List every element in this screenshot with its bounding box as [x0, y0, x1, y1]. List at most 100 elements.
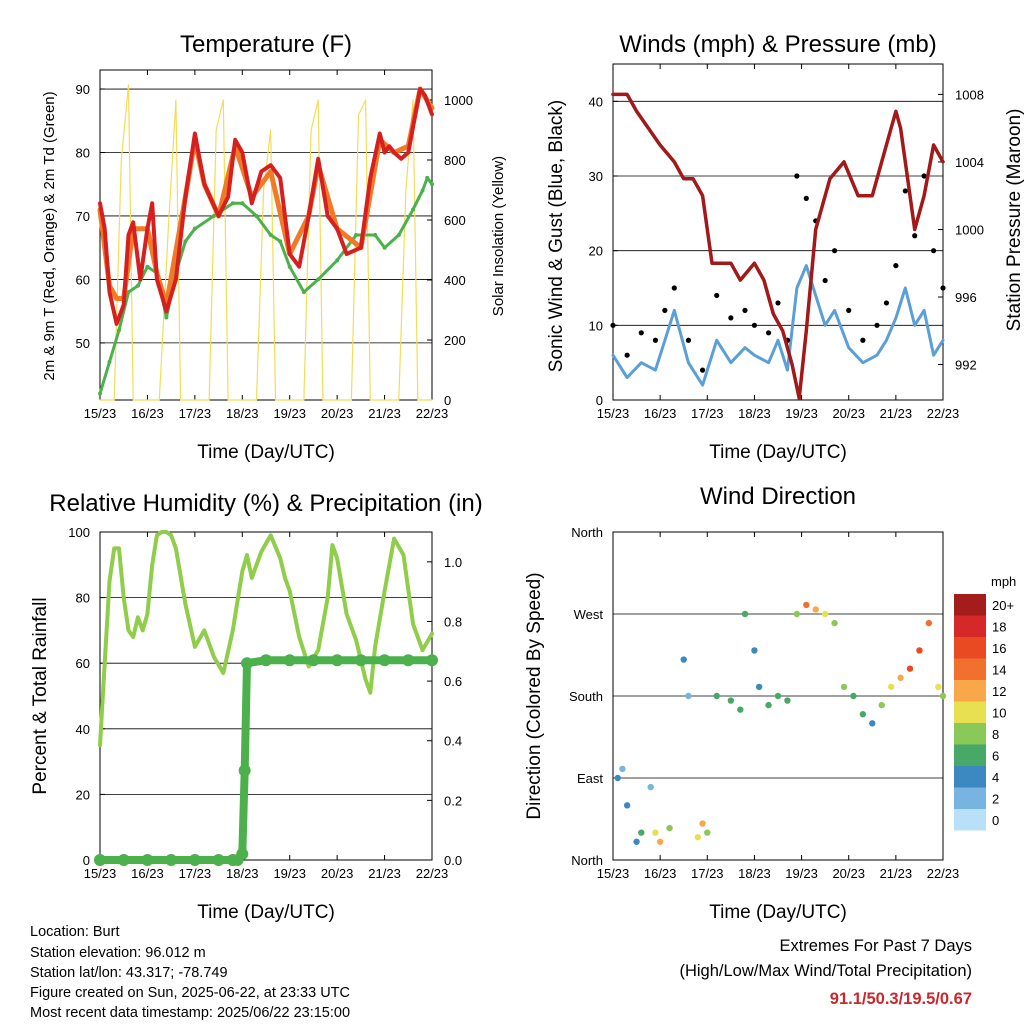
direction-point	[727, 697, 735, 704]
y2-tick-label: 1.0	[444, 555, 462, 570]
precip-point	[212, 854, 225, 866]
y2-tick-label: 200	[444, 333, 466, 348]
humidity-title: Relative Humidity (%) & Precipitation (i…	[49, 490, 482, 517]
dewpoint-point	[254, 213, 259, 218]
direction-point	[699, 820, 706, 827]
dewpoint-point	[354, 233, 359, 237]
gust-point	[624, 352, 630, 358]
x-tick-label: 18/23	[738, 866, 771, 881]
dewpoint-point	[116, 328, 121, 333]
legend-label: 18	[992, 619, 1006, 634]
gust-point	[846, 307, 852, 313]
temperature-y2label: Solar Insolation (Yellow)	[490, 156, 507, 316]
direction-point	[713, 692, 720, 700]
direction-point	[680, 656, 687, 663]
direction-point	[647, 783, 654, 791]
y-tick-label: 30	[589, 169, 603, 184]
x-tick-label: 15/23	[597, 406, 630, 421]
dewpoint-point	[230, 201, 235, 206]
dewpoint-point	[278, 239, 283, 244]
y-tick-label: South	[569, 689, 603, 704]
x-tick-label: 18/23	[226, 866, 259, 881]
info-created: Figure created on Sun, 2025-06-22, at 23…	[30, 985, 350, 1001]
x-tick-label: 17/23	[179, 406, 212, 421]
legend-swatch	[954, 680, 986, 702]
dewpoint-point	[135, 283, 140, 288]
gust-point	[685, 337, 692, 343]
gust-point	[822, 277, 828, 284]
direction-point	[803, 601, 810, 609]
x-tick-label: 17/23	[179, 866, 212, 881]
precip-point	[378, 654, 391, 667]
x-tick-label: 19/23	[273, 866, 306, 881]
x-tick-label: 20/23	[321, 406, 354, 421]
y2-tick-label: 1000	[444, 93, 473, 108]
humidity-ylabel: Percent & Total Rainfall	[30, 597, 51, 794]
precip-point	[307, 654, 320, 667]
gust-point	[902, 188, 908, 194]
gust-point	[638, 330, 644, 336]
legend-swatch	[954, 615, 986, 637]
direction-point	[906, 665, 914, 672]
precip-point	[283, 654, 296, 667]
direction-panel: Wind Direction Time (Day/UTC) Direction …	[524, 483, 959, 923]
winds-panel: Winds (mph) & Pressure (mb) Time (Day/UT…	[546, 31, 1024, 463]
gust-point	[803, 195, 809, 201]
legend-swatch	[954, 809, 986, 831]
y-tick-label: North	[571, 525, 603, 540]
y2-tick-label: 400	[444, 273, 466, 288]
legend-swatch	[954, 658, 986, 680]
x-tick-label: 16/23	[131, 406, 164, 421]
gust-point	[921, 173, 927, 179]
x-tick-label: 19/23	[785, 406, 818, 421]
legend-label: 4	[992, 770, 999, 785]
precip-point	[117, 854, 130, 866]
temp2m-line	[98, 87, 434, 326]
legend-swatch	[954, 766, 986, 788]
direction-point	[638, 829, 645, 836]
dewpoint-point	[396, 233, 401, 237]
dewpoint-point	[107, 359, 112, 364]
y-tick-label: 40	[589, 94, 603, 109]
direction-point	[633, 838, 640, 845]
precip-point	[260, 654, 272, 667]
direction-point	[774, 692, 782, 700]
direction-point	[916, 647, 923, 654]
direction-point	[755, 683, 763, 691]
y-tick-label: 40	[76, 722, 90, 737]
y-tick-label: 90	[76, 82, 90, 97]
direction-point	[751, 647, 758, 654]
dewpoint-point	[420, 188, 425, 193]
gust-point	[765, 330, 772, 336]
direction-point	[812, 606, 819, 613]
y-tick-label: 20	[76, 787, 90, 802]
gust-point	[831, 248, 838, 254]
precip-point	[402, 654, 415, 667]
x-tick-label: 18/23	[738, 406, 771, 421]
y2-tick-label: 1004	[955, 155, 984, 170]
direction-xlabel: Time (Day/UTC)	[709, 902, 847, 923]
x-tick-label: 20/23	[832, 406, 865, 421]
direction-point	[850, 692, 857, 700]
x-tick-label: 15/23	[84, 866, 117, 881]
winds-ylabel: Sonic Wind & Gust (Blue, Black)	[546, 100, 567, 372]
direction-point	[656, 838, 664, 845]
x-tick-label: 15/23	[84, 406, 117, 421]
x-tick-label: 21/23	[368, 866, 401, 881]
direction-point	[935, 683, 942, 691]
dewpoint-point	[240, 201, 245, 206]
y-tick-label: 10	[589, 318, 603, 333]
direction-point	[694, 834, 702, 841]
y-tick-label: 100	[68, 525, 90, 540]
precip-line	[96, 656, 436, 864]
humidity-xlabel: Time (Day/UTC)	[197, 902, 335, 923]
x-tick-label: 21/23	[368, 406, 401, 421]
x-tick-label: 20/23	[321, 866, 354, 881]
extremes-values: 91.1/50.3/19.5/0.67	[830, 990, 972, 1008]
y2-tick-label: 996	[955, 290, 977, 305]
gust-point	[728, 315, 734, 321]
y2-tick-label: 0	[444, 393, 451, 408]
info-elevation: Station elevation: 96.012 m	[30, 945, 206, 961]
direction-point	[784, 697, 791, 704]
legend-swatch	[954, 744, 986, 766]
